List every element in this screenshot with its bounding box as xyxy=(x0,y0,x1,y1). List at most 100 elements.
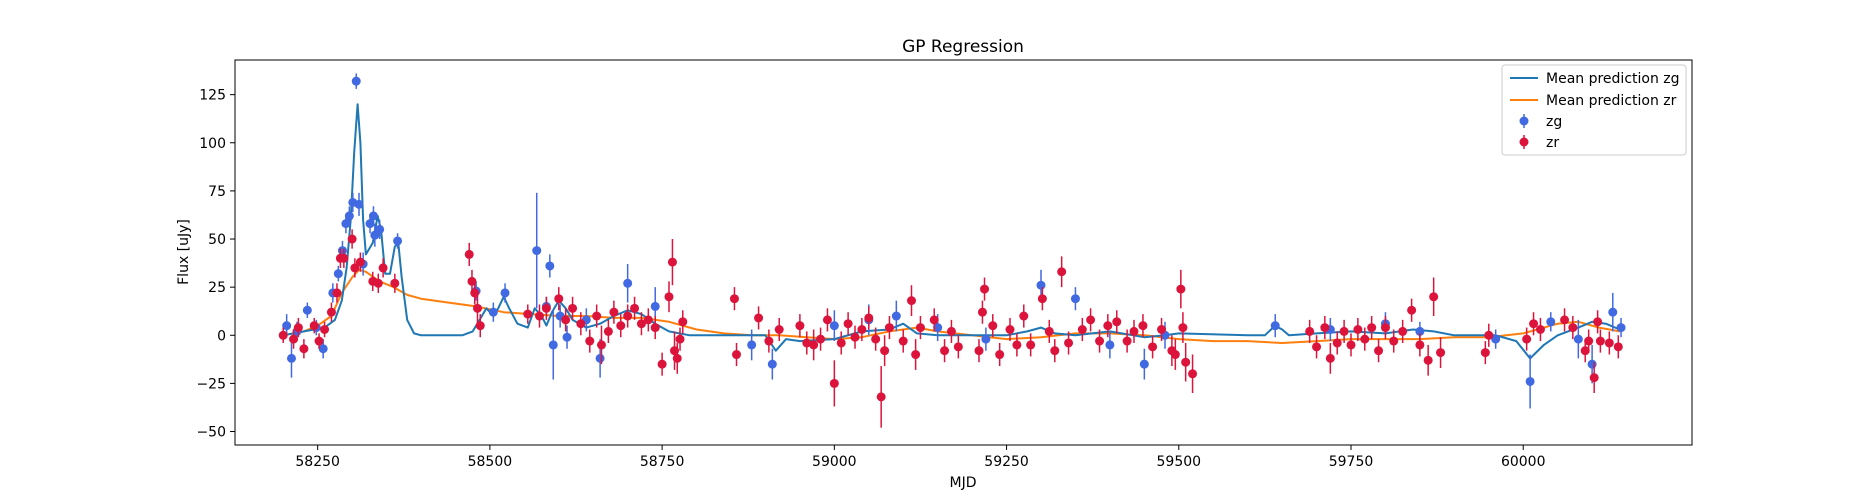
point-zr-17 xyxy=(390,273,400,293)
marker-zr-10 xyxy=(339,253,349,263)
point-zr-24 xyxy=(534,304,544,328)
marker-zr-90 xyxy=(1077,325,1087,334)
point-zr-83 xyxy=(1019,304,1029,328)
marker-zr-58 xyxy=(829,378,839,388)
point-zr-118 xyxy=(1389,329,1399,353)
point-zr-106 xyxy=(1305,319,1315,343)
marker-zr-76 xyxy=(974,346,984,356)
point-zr-116 xyxy=(1374,339,1384,363)
marker-zr-36 xyxy=(623,311,633,321)
point-zr-63 xyxy=(864,306,874,330)
marker-zr-109 xyxy=(1325,353,1335,363)
point-zg-31 xyxy=(623,264,633,303)
point-zg-10 xyxy=(344,206,354,226)
legend-swatch-zg-marker xyxy=(1519,116,1529,126)
point-zr-111 xyxy=(1339,319,1349,343)
point-zr-73 xyxy=(940,339,950,363)
marker-zr-96 xyxy=(1129,326,1139,336)
point-zr-52 xyxy=(774,317,784,342)
marker-zr-22 xyxy=(475,321,485,331)
marker-zr-135 xyxy=(1593,317,1603,327)
marker-zg-12 xyxy=(351,76,361,86)
point-zr-3 xyxy=(299,339,309,359)
marker-zr-115 xyxy=(1367,323,1377,333)
point-zr-109 xyxy=(1325,342,1335,374)
point-zr-50 xyxy=(754,306,764,330)
y-tick-label-3: 25 xyxy=(208,280,226,296)
marker-zg-41 xyxy=(1070,294,1080,304)
point-zg-13 xyxy=(354,192,364,216)
marker-zr-45 xyxy=(672,353,682,363)
point-zr-79 xyxy=(988,314,998,338)
marker-zr-86 xyxy=(1044,326,1054,336)
marker-zr-123 xyxy=(1429,292,1439,302)
point-zg-43 xyxy=(1139,348,1149,380)
point-zr-86 xyxy=(1044,319,1054,343)
chart-title: GP Regression xyxy=(902,37,1024,57)
marker-zg-19 xyxy=(393,236,403,246)
point-zg-7 xyxy=(333,265,343,282)
point-zg-33 xyxy=(747,329,757,361)
point-zr-45 xyxy=(672,342,682,374)
marker-zr-117 xyxy=(1380,323,1390,333)
x-tick-label-2: 58750 xyxy=(640,454,685,470)
point-zr-16 xyxy=(378,258,388,278)
legend-box xyxy=(1501,64,1687,156)
point-zr-61 xyxy=(850,325,860,349)
point-zr-125 xyxy=(1480,341,1490,365)
marker-zg-35 xyxy=(829,321,839,331)
marker-zr-126 xyxy=(1484,330,1494,340)
marker-zg-10 xyxy=(344,211,354,221)
marker-zr-32 xyxy=(596,340,606,350)
marker-zg-8 xyxy=(337,246,347,256)
marker-zr-12 xyxy=(350,263,360,273)
point-zr-64 xyxy=(871,327,881,351)
marker-zr-87 xyxy=(1050,346,1060,356)
y-axis-ticks: −50 −25 0 25 50 75 100 125 xyxy=(196,88,235,441)
marker-zr-105 xyxy=(1188,369,1198,379)
point-zr-31 xyxy=(592,304,602,328)
point-zr-85 xyxy=(1037,287,1047,311)
marker-zg-34 xyxy=(767,359,777,369)
marker-zr-137 xyxy=(1604,338,1614,348)
marker-zr-110 xyxy=(1332,338,1342,348)
marker-zr-0 xyxy=(278,330,288,340)
point-zr-60 xyxy=(843,312,853,336)
point-zr-69 xyxy=(906,285,916,317)
marker-zg-31 xyxy=(623,278,633,288)
marker-zr-83 xyxy=(1019,311,1029,321)
marker-zr-107 xyxy=(1312,342,1322,352)
point-zr-131 xyxy=(1568,316,1578,340)
point-zr-121 xyxy=(1415,333,1425,357)
marker-zg-45 xyxy=(1270,321,1280,331)
point-zr-29 xyxy=(576,312,586,336)
marker-zr-7 xyxy=(326,307,336,317)
point-zr-2 xyxy=(293,317,303,338)
point-zr-97 xyxy=(1138,314,1148,338)
point-zr-80 xyxy=(995,342,1005,367)
point-zr-10 xyxy=(339,248,349,268)
marker-zr-39 xyxy=(643,315,653,325)
marker-zg-1 xyxy=(286,353,296,363)
point-zg-25 xyxy=(545,254,555,278)
marker-zg-32 xyxy=(650,301,660,311)
point-zg-42 xyxy=(1105,331,1115,359)
marker-zr-106 xyxy=(1305,326,1315,336)
point-zr-59 xyxy=(836,331,846,355)
point-zg-3 xyxy=(302,302,312,318)
x-tick-label-5: 59500 xyxy=(1157,454,1202,470)
point-zr-0 xyxy=(278,327,288,343)
marker-zr-59 xyxy=(836,338,846,348)
point-zr-34 xyxy=(609,300,619,324)
marker-zg-38 xyxy=(933,323,943,333)
marker-zr-65 xyxy=(876,392,886,402)
marker-zr-46 xyxy=(675,334,685,344)
marker-zr-23 xyxy=(523,309,533,319)
point-zr-39 xyxy=(643,308,653,332)
point-zr-108 xyxy=(1320,316,1330,340)
point-zr-72 xyxy=(929,308,939,332)
marker-zr-132 xyxy=(1580,346,1590,356)
marker-zr-102 xyxy=(1176,284,1186,294)
marker-zg-55 xyxy=(1616,323,1626,333)
point-zr-84 xyxy=(1026,333,1036,357)
